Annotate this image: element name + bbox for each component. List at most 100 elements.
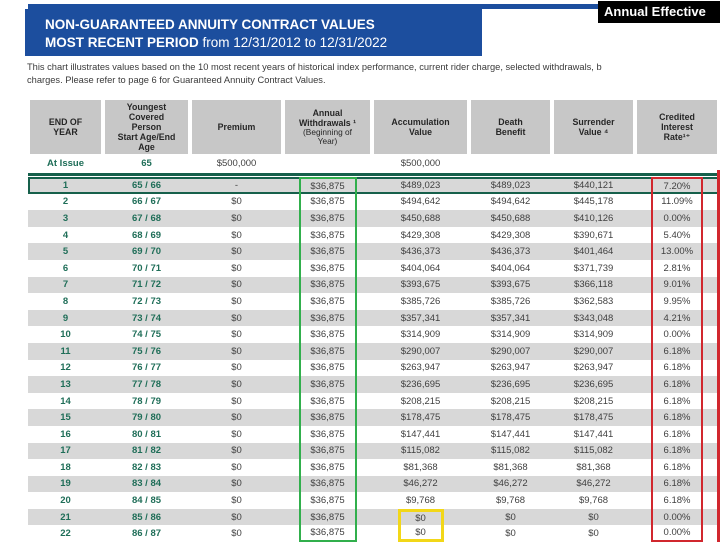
- cell-surrender-value: $371,739: [573, 262, 614, 274]
- cell-credited-rate: 0.00%: [635, 326, 719, 343]
- column-header-credited-interest-rate: Credited Interest Rate¹⁺: [635, 100, 719, 154]
- cell-death-benefit: $489,023: [490, 179, 531, 191]
- cell-credited-rate-value: 13.00%: [660, 246, 694, 258]
- red-highlight-box: 6.18%: [651, 425, 703, 443]
- cell-death-benefit: $46,272: [493, 478, 528, 490]
- cell-age-range: 69 / 70: [131, 246, 162, 258]
- cell-withdrawal: $36,875: [283, 177, 372, 194]
- column-header-label: Death Benefit: [495, 116, 526, 137]
- cell-credited-rate: 6.18%: [635, 342, 719, 360]
- cell-accumulation-value-text: $208,215: [400, 395, 441, 407]
- cell-withdrawal-value: $36,875: [310, 180, 345, 192]
- red-highlight-box: 0.00%: [651, 210, 703, 227]
- yellow-highlight-box: $314,909: [398, 326, 444, 343]
- cell-accumulation-value-text: $81,368: [403, 461, 438, 473]
- cell-credited-rate: 6.18%: [635, 492, 719, 509]
- cell-death-benefit: $385,726: [490, 295, 531, 307]
- column-header-label: Surrender Value ⁴: [572, 116, 615, 137]
- cell-accumulation-value: $385,726: [372, 293, 469, 310]
- red-highlight-box: 0.00%: [651, 508, 703, 526]
- cell-accumulation-value: $494,642: [372, 194, 469, 211]
- cell-year: 22: [60, 528, 71, 540]
- column-header-sublabel: (Beginning of Year): [303, 126, 352, 147]
- yellow-highlight-box: $429,308: [398, 227, 444, 244]
- cell-credited-rate: 13.00%: [635, 243, 719, 260]
- yellow-highlight-box: $436,373: [398, 243, 444, 260]
- cell-year: 2: [62, 196, 69, 208]
- cell-accumulation-value: $263,947: [372, 360, 469, 377]
- cell-withdrawal-value: $36,875: [310, 362, 345, 374]
- cell-age-range: 65 / 66: [131, 179, 162, 191]
- green-highlight-box: $36,875: [298, 177, 357, 194]
- cell-surrender-value: $401,464: [573, 246, 614, 258]
- green-highlight-box: $36,875: [298, 459, 357, 476]
- cell-accumulation-value-text: $489,023: [400, 179, 441, 191]
- red-highlight-box: 0.00%: [651, 525, 703, 543]
- cell-accumulation-value: $81,368: [372, 459, 469, 476]
- cell-credited-rate-value: 6.18%: [663, 445, 691, 457]
- cell-credited-rate: 6.18%: [635, 376, 719, 393]
- description-line1: This chart illustrates values based on t…: [27, 62, 602, 72]
- cell-age-range: 77 / 78: [131, 378, 162, 390]
- cell-death-benefit: $263,947: [490, 362, 531, 374]
- cell-withdrawal-value: $36,875: [310, 461, 345, 473]
- cell-age-range: 82 / 83: [131, 461, 162, 473]
- cell-credited-rate: 0.00%: [635, 210, 719, 227]
- table-row: 3 67 / 68 $0 $36,875 $450,688 $450,688 $…: [28, 210, 719, 227]
- cell-accumulation-value-text: $429,308: [400, 229, 441, 241]
- cell-year: 16: [60, 428, 71, 440]
- cell-credited-rate: 9.95%: [635, 293, 719, 310]
- cell-credited-rate-value: 6.18%: [663, 478, 691, 490]
- table-row: 7 71 / 72 $0 $36,875 $393,675 $393,675 $…: [28, 276, 719, 294]
- cell-death-benefit: $208,215: [490, 395, 531, 407]
- cell-withdrawal-value: $36,875: [310, 445, 345, 457]
- cell-death-benefit: $290,007: [490, 345, 531, 357]
- cell-year: 10: [60, 329, 71, 341]
- cell-age-range: 83 / 84: [131, 478, 162, 490]
- green-highlight-box: $36,875: [298, 259, 357, 277]
- cell-withdrawal: $36,875: [283, 359, 372, 377]
- column-header-label: END OF YEAR: [48, 116, 83, 137]
- cell-credited-rate: 7.20%: [635, 177, 719, 194]
- cell-credited-rate-value: 2.81%: [663, 262, 691, 274]
- cell-accumulation-value: $393,675: [372, 277, 469, 294]
- cell-surrender-value: $178,475: [573, 412, 614, 424]
- cell-surrender-value: $366,118: [574, 279, 613, 291]
- cell-death-benefit: $0: [505, 528, 516, 540]
- cell-withdrawal: $36,875: [283, 425, 372, 443]
- subtitle-date-range: from 12/31/2012 to 12/31/2022: [198, 34, 388, 50]
- cell-withdrawal: $36,875: [283, 226, 372, 244]
- cell-surrender-value: $208,215: [573, 395, 614, 407]
- cell-credited-rate: 11.09%: [635, 193, 719, 211]
- cell-accumulation-value: $500,000: [400, 158, 441, 169]
- cell-age-range: 67 / 68: [131, 212, 162, 224]
- cell-death-benefit: $404,064: [490, 262, 531, 274]
- yellow-highlight-box: $147,441: [398, 426, 444, 443]
- cell-age-range: 66 / 67: [131, 196, 162, 208]
- cell-credited-rate-value: 6.18%: [663, 345, 691, 357]
- table-row: 14 78 / 79 $0 $36,875 $208,215 $208,215 …: [28, 392, 719, 410]
- yellow-highlight-box: $81,368: [398, 459, 444, 476]
- annual-effective-tag: Annual Effective: [598, 1, 720, 23]
- top-divider-bar: [28, 4, 720, 9]
- cell-year: 4: [62, 229, 69, 241]
- cell-credited-rate: 6.18%: [635, 459, 719, 476]
- cell-age-range: 86 / 87: [131, 528, 162, 540]
- cell-age-range: 81 / 82: [131, 445, 162, 457]
- cell-withdrawal-value: $36,875: [310, 495, 345, 507]
- cell-premium: $0: [231, 279, 242, 291]
- cell-surrender-value: $9,768: [578, 495, 609, 507]
- cell-accumulation-value-text: $385,726: [400, 295, 441, 307]
- cell-death-benefit: $178,475: [490, 412, 531, 424]
- cell-premium: $0: [231, 196, 242, 208]
- cell-credited-rate-value: 0.00%: [663, 329, 691, 341]
- column-header-end-of-year: END OF YEAR: [28, 100, 103, 154]
- cell-year: 11: [60, 345, 71, 357]
- cell-withdrawal: $36,875: [283, 276, 372, 294]
- column-header-surrender-value: Surrender Value ⁴: [552, 100, 635, 154]
- column-header-label: Credited Interest Rate¹⁺: [659, 111, 695, 142]
- cell-withdrawal: $36,875: [283, 392, 372, 410]
- cell-accumulation-value-text: $436,373: [400, 246, 441, 258]
- cell-withdrawal: $36,875: [283, 409, 372, 426]
- green-highlight-box: $36,875: [298, 293, 357, 310]
